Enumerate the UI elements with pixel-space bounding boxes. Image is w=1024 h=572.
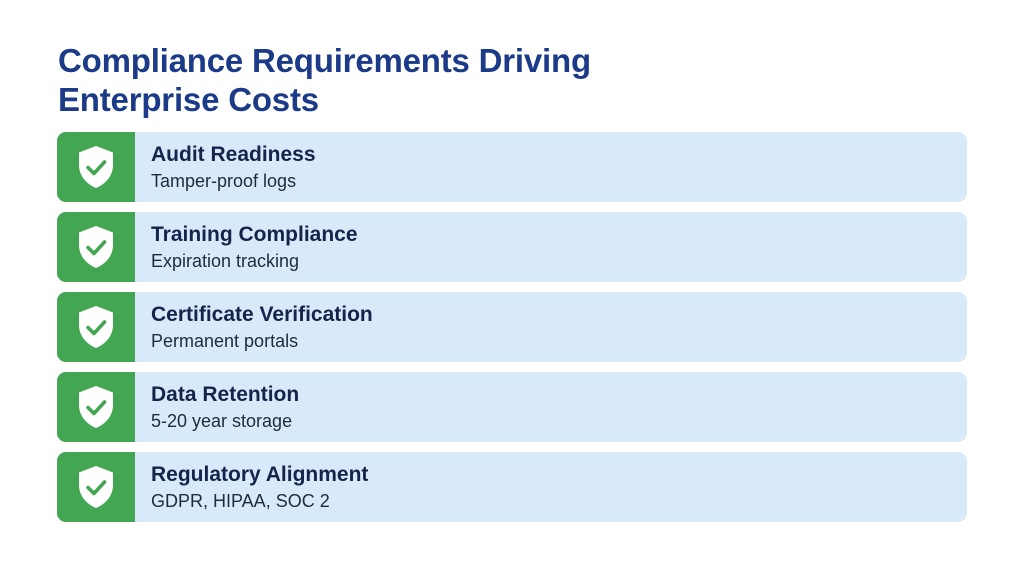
list-item-audit-readiness: Audit Readiness Tamper-proof logs — [57, 132, 967, 202]
list-item-data-retention: Data Retention 5-20 year storage — [57, 372, 967, 442]
item-subtitle: Expiration tracking — [151, 250, 300, 271]
shield-check-icon — [79, 306, 113, 348]
badge — [57, 372, 135, 442]
badge — [57, 212, 135, 282]
item-subtitle: GDPR, HIPAA, SOC 2 — [151, 490, 330, 511]
item-title: Regulatory Alignment — [151, 462, 369, 486]
shield-check-icon — [79, 146, 113, 188]
badge — [57, 292, 135, 362]
item-title: Data Retention — [151, 382, 300, 406]
item-subtitle: 5-20 year storage — [151, 410, 293, 431]
badge — [57, 132, 135, 202]
item-subtitle: Tamper-proof logs — [151, 170, 297, 191]
item-subtitle: Permanent portals — [151, 330, 299, 351]
requirements-list: Audit Readiness Tamper-proof logs Traini… — [57, 132, 967, 532]
shield-check-icon — [79, 226, 113, 268]
list-item-certificate-verification: Certificate Verification Permanent porta… — [57, 292, 967, 362]
shield-check-icon — [79, 386, 113, 428]
page-title-line-2: Enterprise Costs — [58, 81, 319, 118]
list-item-regulatory-alignment: Regulatory Alignment GDPR, HIPAA, SOC 2 — [57, 452, 967, 522]
list-item-training-compliance: Training Compliance Expiration tracking — [57, 212, 967, 282]
item-title: Audit Readiness — [151, 142, 316, 166]
item-title: Training Compliance — [151, 222, 358, 246]
item-title: Certificate Verification — [151, 302, 373, 326]
shield-check-icon — [79, 466, 113, 508]
page-title: Compliance Requirements Driving Enterpri… — [58, 41, 758, 119]
badge — [57, 452, 135, 522]
page-title-line-1: Compliance Requirements Driving — [58, 42, 591, 79]
